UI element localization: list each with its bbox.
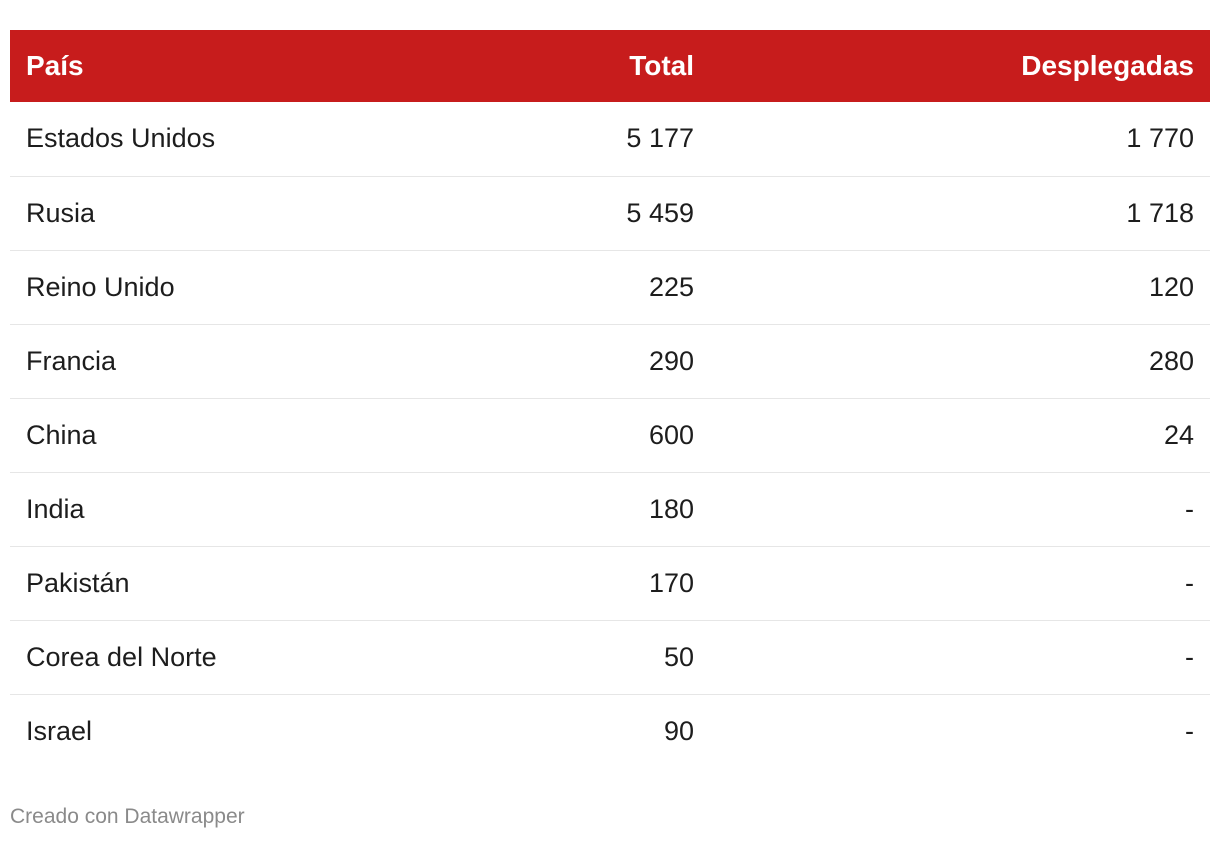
table-body: Estados Unidos 5 177 1 770 Rusia 5 459 1 718 R… — [10, 102, 1210, 768]
cell-desplegadas: - — [1185, 715, 1194, 746]
cell-pais: Corea del Norte — [26, 641, 217, 672]
cell-pais: Israel — [26, 715, 93, 746]
table-row: India 180 - — [10, 472, 1210, 546]
cell-total: 600 — [648, 419, 694, 450]
table-header: País Total Desplegadas — [10, 30, 1210, 102]
table-row: Estados Unidos 5 177 1 770 — [10, 102, 1210, 176]
table-row: Rusia 5 459 1 718 — [10, 176, 1210, 250]
table-row: Pakistán 170 - — [10, 546, 1210, 620]
cell-total: 5 459 — [626, 197, 694, 228]
credit-text: Creado con Datawrapper — [10, 805, 245, 828]
header-pais[interactable]: País — [26, 50, 84, 81]
header-row: País Total Desplegadas — [10, 30, 1210, 102]
data-table: País Total Desplegadas Estados Unidos 5 1… — [10, 30, 1210, 768]
cell-total: 90 — [663, 715, 694, 746]
cell-pais: Francia — [26, 345, 117, 376]
cell-desplegadas: 24 — [1163, 419, 1194, 450]
cell-desplegadas: 1 770 — [1126, 123, 1194, 154]
cell-desplegadas: - — [1185, 493, 1194, 524]
cell-desplegadas: - — [1185, 567, 1194, 598]
table-row: Israel 90 - — [10, 694, 1210, 768]
cell-desplegadas: 120 — [1148, 271, 1194, 302]
cell-pais: Estados Unidos — [26, 123, 216, 154]
cell-total: 50 — [663, 641, 694, 672]
cell-pais: India — [26, 493, 85, 524]
cell-total: 290 — [648, 345, 694, 376]
cell-total: 180 — [648, 493, 694, 524]
cell-total: 5 177 — [626, 123, 694, 154]
table-row: Corea del Norte 50 - — [10, 620, 1210, 694]
table-row: Francia 290 280 — [10, 324, 1210, 398]
cell-pais: Pakistán — [26, 567, 130, 598]
cell-desplegadas: 280 — [1148, 345, 1194, 376]
cell-pais: Rusia — [26, 197, 96, 228]
header-total[interactable]: Total — [629, 50, 694, 81]
cell-total: 170 — [648, 567, 694, 598]
cell-pais: Reino Unido — [26, 271, 175, 302]
cell-desplegadas: - — [1185, 641, 1194, 672]
cell-total: 225 — [648, 271, 694, 302]
data-table-container: País Total Desplegadas Estados Unidos 5 1… — [10, 30, 1210, 768]
table-row: Reino Unido 225 120 — [10, 250, 1210, 324]
cell-pais: China — [26, 419, 97, 450]
cell-desplegadas: 1 718 — [1126, 197, 1194, 228]
header-desplegadas[interactable]: Desplegadas — [1021, 50, 1194, 81]
table-row: China 600 24 — [10, 398, 1210, 472]
